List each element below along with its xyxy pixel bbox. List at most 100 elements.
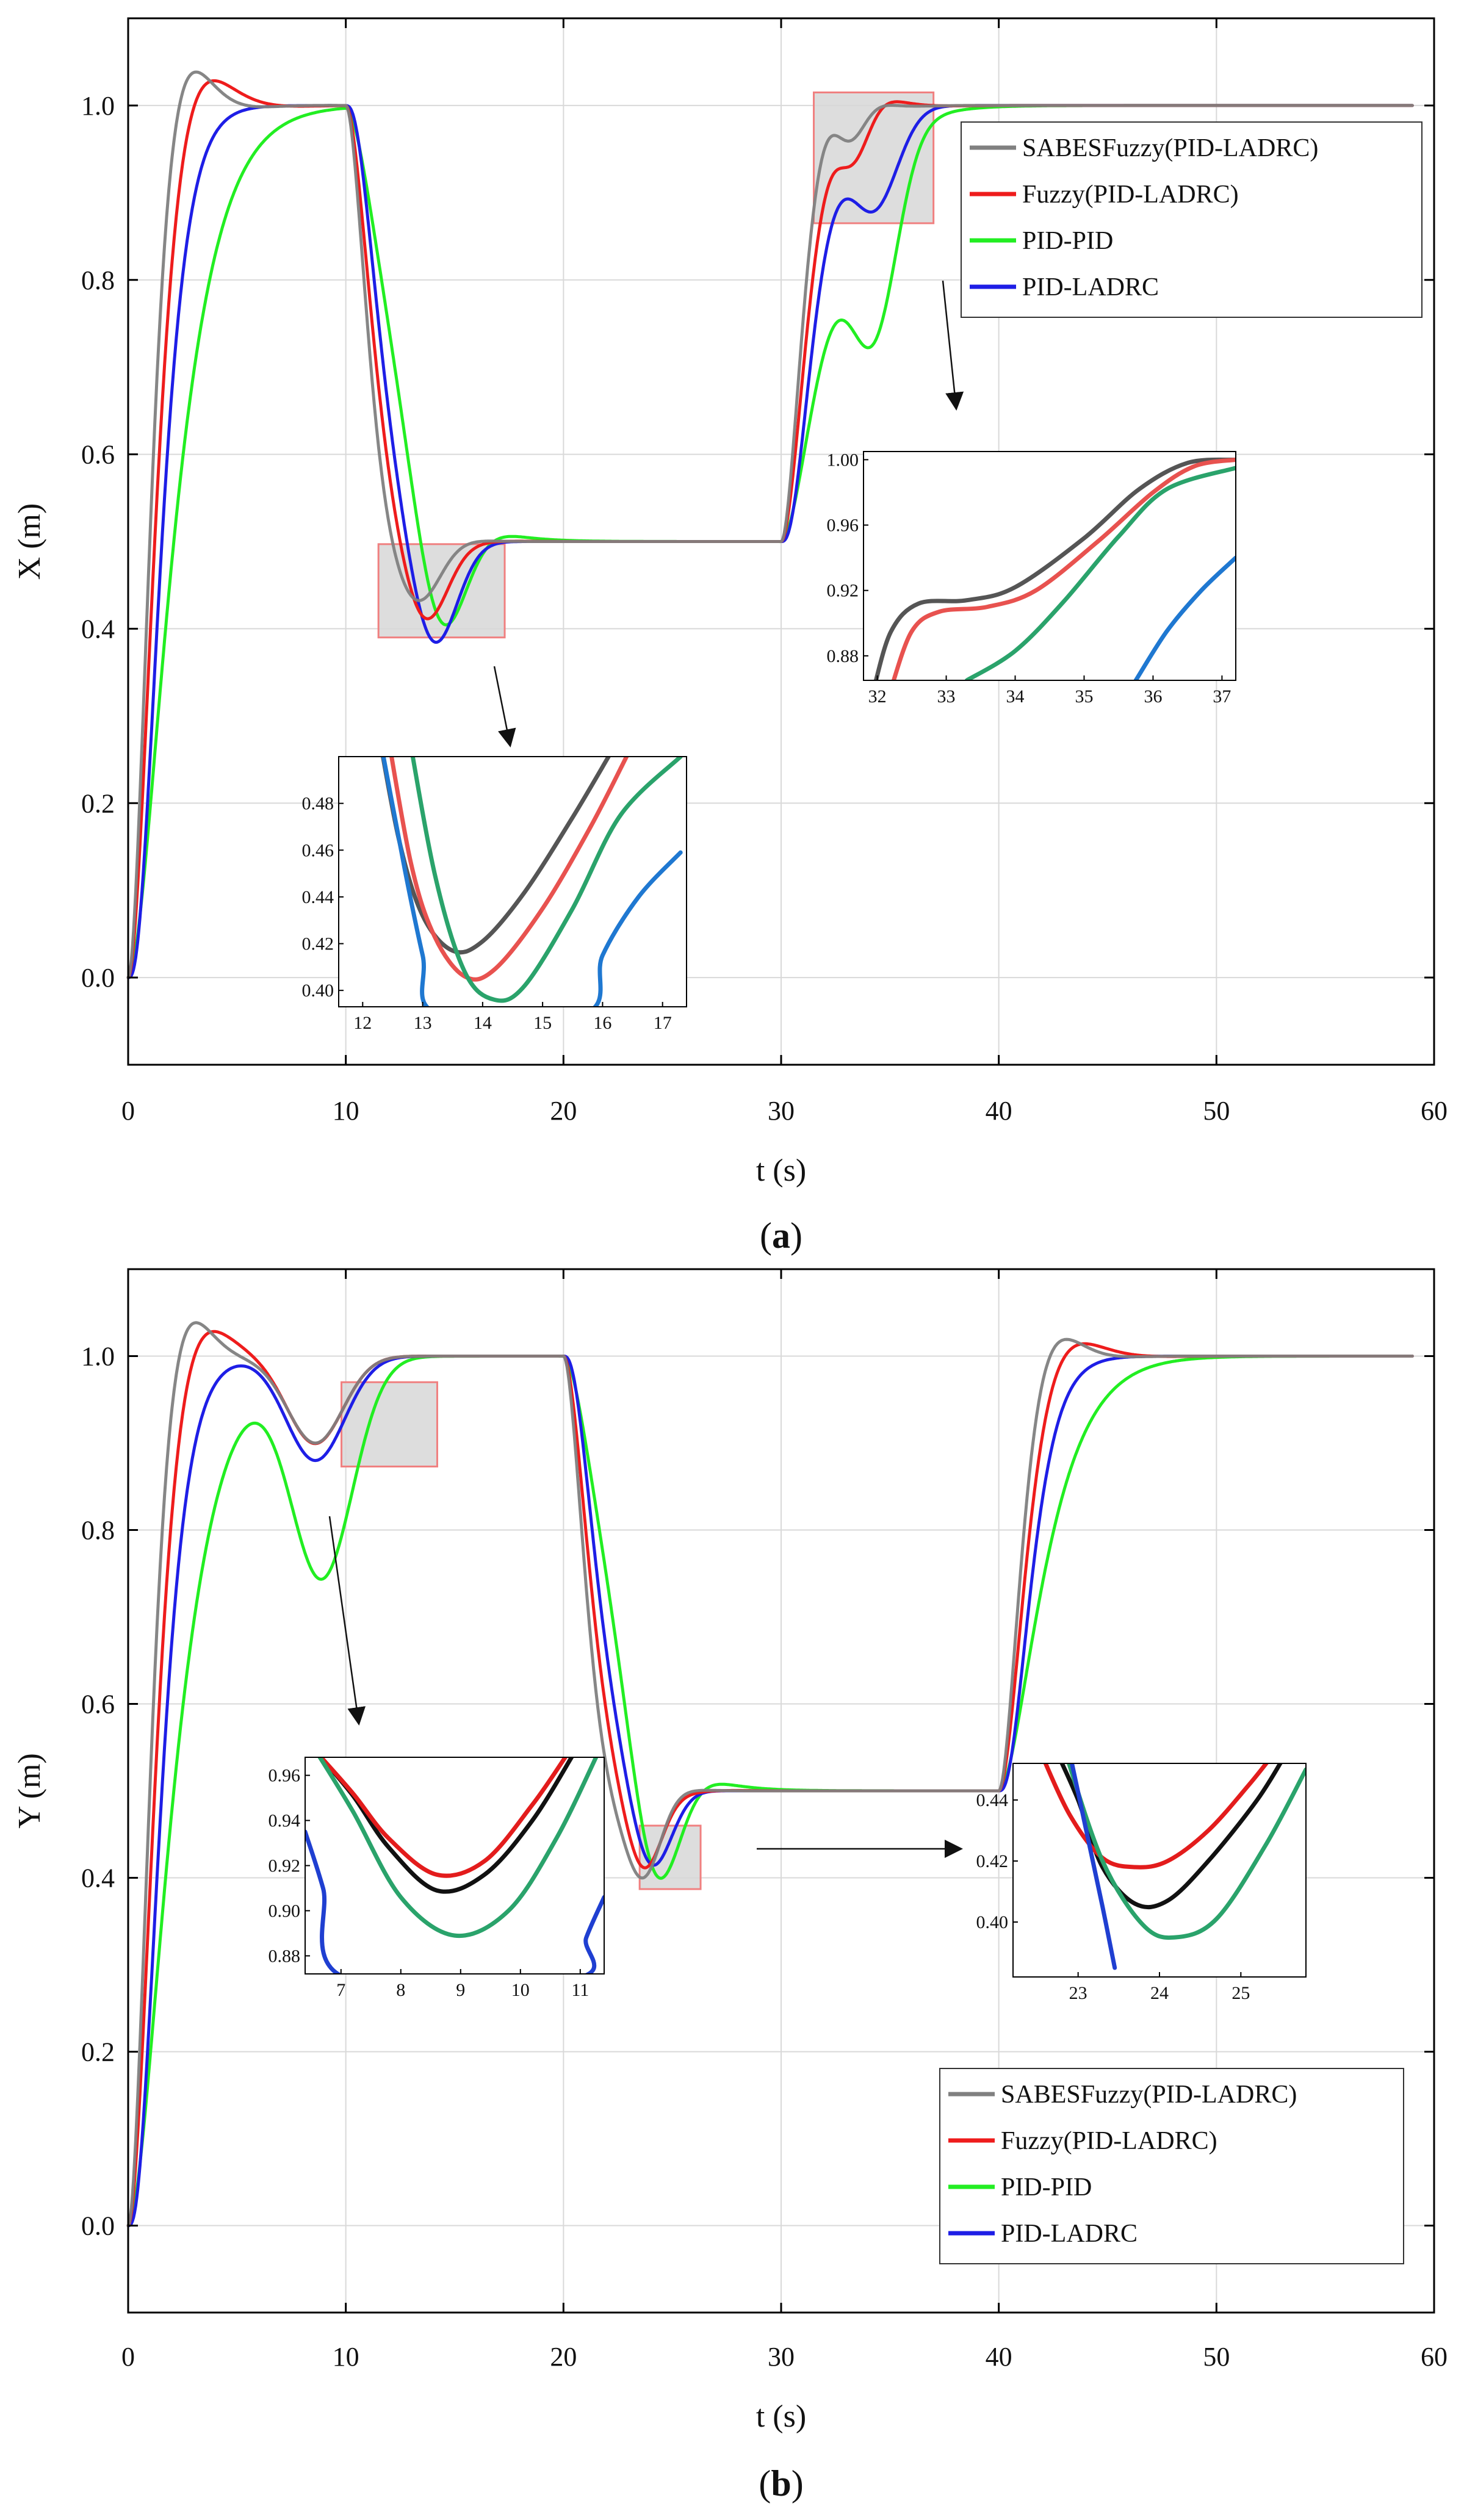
panel-caption-letter: a <box>772 1215 790 1256</box>
series-line-pid-pid <box>126 1355 1414 2227</box>
inset-curve-blue <box>1133 555 1236 680</box>
inset-curve-red <box>318 1757 568 1878</box>
inset-x-tick-label: 9 <box>456 1980 465 2000</box>
y-tick-label: 0.0 <box>81 963 115 993</box>
inset-curve-teal <box>964 466 1236 680</box>
x-tick-label: 20 <box>550 1096 577 1126</box>
legend-label: SABESFuzzy(PID-LADRC) <box>1022 134 1318 162</box>
inset-x-tick-label: 15 <box>533 1013 552 1033</box>
inset-y-tick-label: 0.40 <box>302 981 334 1001</box>
legend-label: Fuzzy(PID-LADRC) <box>1022 181 1239 209</box>
x-tick-label: 30 <box>768 1096 795 1126</box>
inset-curve-dark <box>873 457 1236 680</box>
panel-caption: (b) <box>759 2463 803 2504</box>
y-tick-label: 0.4 <box>81 614 115 644</box>
inset-x-tick-label: 37 <box>1213 686 1231 707</box>
panel-caption: (a) <box>760 1215 802 1256</box>
inset-y-tick-label: 1.00 <box>827 450 859 470</box>
inset-y-tick-label: 0.42 <box>976 1851 1009 1871</box>
inset-y-tick-label: 0.88 <box>269 1946 301 1966</box>
inset-curve-blue <box>381 757 683 1007</box>
inset-y-tick-label: 0.92 <box>827 581 859 601</box>
inset-x-tick-label: 10 <box>511 1980 530 2000</box>
inset-chart: 7 8 9 10 11 0.88 0.90 0.92 0.94 0.96 <box>269 1757 605 2000</box>
legend-label: PID-PID <box>1001 2173 1092 2201</box>
y-tick-label: 1.0 <box>81 1342 115 1372</box>
y-tick-label: 0.2 <box>81 2037 115 2067</box>
inset-x-tick-label: 13 <box>414 1013 432 1033</box>
inset-curve-blue <box>305 1829 604 1974</box>
x-tick-label: 60 <box>1421 2342 1448 2372</box>
legend-label: PID-LADRC <box>1001 2220 1138 2248</box>
series-line-sabesfuzzy-pid-ladrc <box>126 1321 1414 2227</box>
inset-x-tick-label: 7 <box>336 1980 345 2000</box>
inset-y-tick-label: 0.40 <box>976 1912 1009 1932</box>
inset-x-tick-label: 33 <box>937 686 956 707</box>
zoom-arrow <box>942 280 964 411</box>
x-tick-label: 60 <box>1421 1096 1448 1126</box>
legend-label: PID-LADRC <box>1022 273 1159 301</box>
inset-chart: 32 33 34 35 36 37 0.88 0.92 0.96 1.00 <box>827 450 1236 707</box>
inset-curve-teal <box>1066 1763 1306 1940</box>
inset-x-tick-label: 24 <box>1150 1983 1169 2003</box>
inset-y-tick-label: 0.96 <box>827 516 859 536</box>
inset-x-tick-label: 36 <box>1144 686 1162 707</box>
x-tick-label: 40 <box>986 2342 1012 2372</box>
inset-y-tick-label: 0.94 <box>269 1811 301 1831</box>
legend-label: SABESFuzzy(PID-LADRC) <box>1001 2081 1297 2109</box>
inset-curve-teal <box>410 757 683 1003</box>
x-tick-label: 10 <box>333 1096 359 1126</box>
x-tick-label: 0 <box>121 2342 135 2372</box>
x-tick-label: 0 <box>121 1096 135 1126</box>
inset-x-tick-label: 12 <box>353 1013 372 1033</box>
x-axis-title: t (s) <box>756 1153 806 1188</box>
x-tick-label: 50 <box>1203 2342 1230 2372</box>
inset-x-tick-label: 11 <box>571 1980 589 2000</box>
y-tick-label: 0.6 <box>81 1690 115 1719</box>
y-tick-label: 0.4 <box>81 1863 115 1893</box>
panel-caption-letter: b <box>771 2463 791 2504</box>
x-tick-label: 10 <box>333 2342 359 2372</box>
inset-curve-red <box>1043 1763 1269 1870</box>
x-tick-label: 20 <box>550 2342 577 2372</box>
y-tick-label: 0.8 <box>81 1516 115 1546</box>
inset-x-tick-label: 17 <box>654 1013 672 1033</box>
inset-y-tick-label: 0.44 <box>976 1790 1009 1810</box>
inset-y-tick-label: 0.92 <box>269 1856 301 1876</box>
legend-label: Fuzzy(PID-LADRC) <box>1001 2127 1217 2155</box>
inset-curve-red <box>891 457 1236 680</box>
inset-y-tick-label: 0.42 <box>302 934 334 954</box>
y-tick-label: 0.0 <box>81 2211 115 2241</box>
x-tick-label: 30 <box>768 2342 795 2372</box>
x-axis-title: t (s) <box>756 2399 806 2434</box>
legend-box <box>961 121 1423 318</box>
y-axis-title: X (m) <box>12 503 47 580</box>
inset-y-tick-label: 0.88 <box>827 646 859 666</box>
inset-curve-teal <box>317 1757 599 1939</box>
inset-x-tick-label: 8 <box>396 1980 405 2000</box>
chart-panel-b: 0 10 20 30 40 50 60 0.0 0.2 0.4 0.6 0.8 1.0 t (s) Y (m… <box>12 1268 1448 2504</box>
inset-y-tick-label: 0.96 <box>269 1766 301 1786</box>
y-tick-label: 0.2 <box>81 788 115 818</box>
y-tick-label: 0.6 <box>81 440 115 470</box>
inset-x-tick-label: 23 <box>1069 1983 1087 2003</box>
inset-y-tick-label: 0.46 <box>302 840 334 860</box>
inset-y-tick-label: 0.48 <box>302 794 334 814</box>
inset-x-tick-label: 35 <box>1075 686 1093 707</box>
y-axis-title: Y (m) <box>12 1753 47 1829</box>
inset-curve-blue <box>1069 1763 1117 1970</box>
inset-curve-red <box>389 757 629 982</box>
x-tick-label: 40 <box>986 1096 1012 1126</box>
inset-y-tick-label: 0.44 <box>302 887 334 907</box>
series-line-sabesfuzzy-pid-ladrc <box>126 70 1414 979</box>
inset-frame <box>338 756 687 1007</box>
legend: SABESFuzzy(PID-LADRC) Fuzzy(PID-LADRC) PID… <box>961 121 1423 318</box>
chart-panel-a: 0 10 20 30 40 50 60 0.0 0.2 0.4 0.6 0.8 1.0 t (s) X (m… <box>12 17 1448 1256</box>
legend-label: PID-PID <box>1022 227 1113 255</box>
inset-chart: 23 24 25 0.40 0.42 0.44 <box>976 1763 1307 2003</box>
inset-x-tick-label: 25 <box>1231 1983 1250 2003</box>
inset-y-tick-label: 0.90 <box>269 1901 301 1921</box>
inset-x-tick-label: 34 <box>1006 686 1025 707</box>
inset-chart: 12 13 14 15 16 17 0.40 0.42 0.44 0.46 0.48 <box>302 756 687 1033</box>
